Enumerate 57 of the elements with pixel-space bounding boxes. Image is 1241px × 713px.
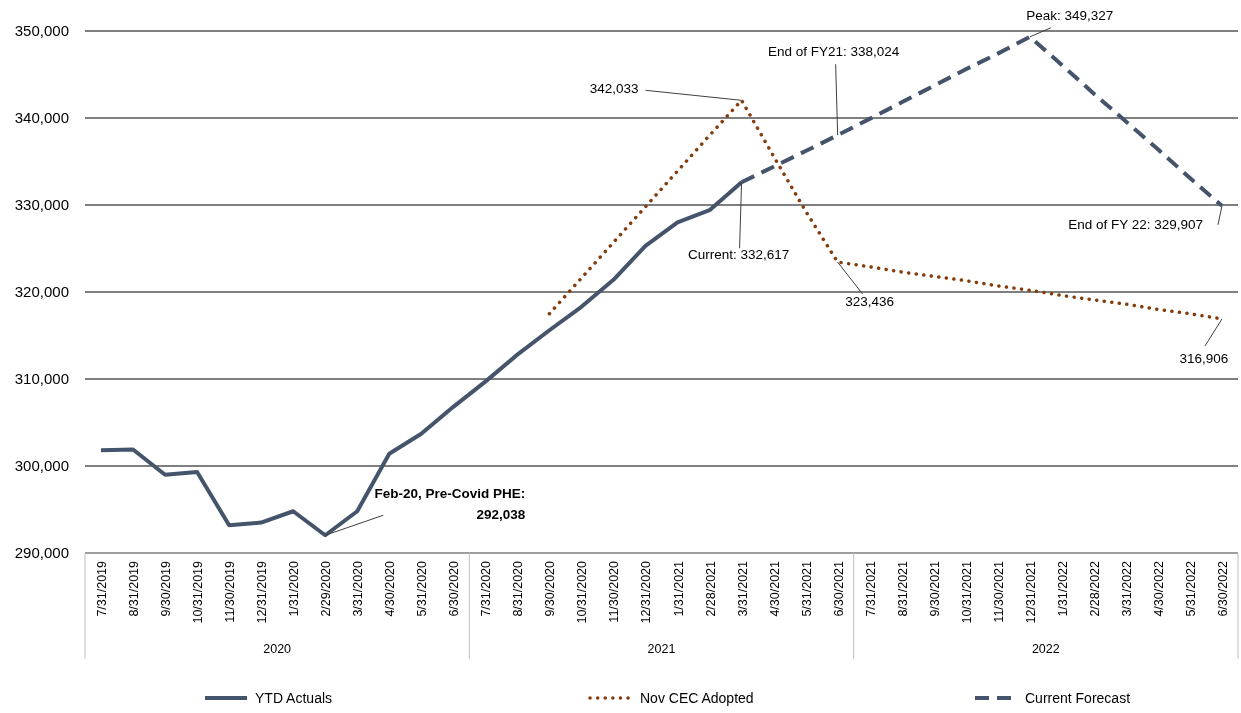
annotation: End of FY21: 338,024 [767,44,900,60]
x-tick-label: 2/29/2020 [319,560,334,617]
y-tick-label: 310,000 [14,370,69,388]
x-tick-label: 11/30/2020 [607,560,622,623]
x-tick-label: 6/30/2020 [447,560,462,617]
annotation: 342,033 [589,81,639,97]
x-tick-label: 4/30/2021 [767,560,782,617]
x-tick-label: 6/30/2021 [831,560,846,617]
y-tick-label: 330,000 [14,196,69,214]
legend-label: Nov CEC Adopted [640,689,754,706]
x-tick-label: 4/30/2020 [383,560,398,617]
x-tick-label: 1/31/2022 [1055,560,1070,617]
y-tick-label: 340,000 [14,109,69,127]
annotation: Current: 332,617 [687,247,790,263]
x-tick-label: 10/31/2020 [575,560,590,624]
text: 2021 [647,642,676,656]
text: 2022 [1031,642,1060,656]
x-tick-label: 10/31/2021 [959,560,974,624]
x-tick-label: 9/30/2019 [159,560,174,617]
y-tick-label: 320,000 [14,283,69,301]
y-tick-label: 290,000 [14,544,69,562]
x-tick-label: 2/28/2022 [1087,560,1102,617]
x-tick-label: 10/31/2019 [191,560,206,624]
x-tick-label: 3/31/2020 [351,560,366,617]
text: 2020 [263,642,292,656]
x-tick-label: 1/31/2021 [671,560,686,617]
x-tick-label: 2/28/2021 [703,560,718,617]
x-tick-label: 3/31/2022 [1119,560,1134,617]
x-tick-label: 8/31/2021 [895,560,910,617]
annotation: End of FY 22: 329,907 [1068,216,1203,232]
x-tick-label: 7/31/2021 [863,560,878,617]
x-tick-label: 12/31/2019 [255,560,270,624]
annotation: Feb-20, Pre-Covid PHE: 292,038 [374,486,526,522]
x-tick-label: 7/31/2019 [95,560,110,617]
annotation: 323,436 [845,294,895,310]
x-tick-label: 12/31/2021 [1023,560,1038,624]
x-tick-label: 1/31/2020 [287,560,302,617]
x-tick-label: 8/31/2019 [127,560,142,617]
x-tick-label: 5/31/2020 [415,560,430,617]
legend-label: YTD Actuals [255,689,333,706]
x-tick-label: 5/31/2021 [799,560,814,617]
x-tick-label: 3/31/2021 [735,560,750,617]
y-tick-label: 350,000 [14,22,69,40]
x-tick-label: 11/30/2019 [223,560,238,623]
x-tick-label: 12/31/2020 [639,560,654,624]
x-tick-label: 4/30/2022 [1151,560,1166,617]
x-tick-label: 7/31/2020 [479,560,494,617]
x-tick-label: 9/30/2020 [543,560,558,617]
x-tick-label: 8/31/2020 [511,560,526,617]
x-tick-label: 11/30/2021 [991,560,1006,623]
annotation: 316,906 [1179,350,1229,366]
x-tick-label: 6/30/2022 [1215,560,1230,617]
legend-label: Current Forecast [1025,689,1131,706]
x-tick-label: 9/30/2021 [927,560,942,617]
annotation: Peak: 349,327 [1026,7,1114,23]
y-tick-label: 300,000 [14,457,69,475]
x-tick-label: 5/31/2022 [1183,560,1198,617]
